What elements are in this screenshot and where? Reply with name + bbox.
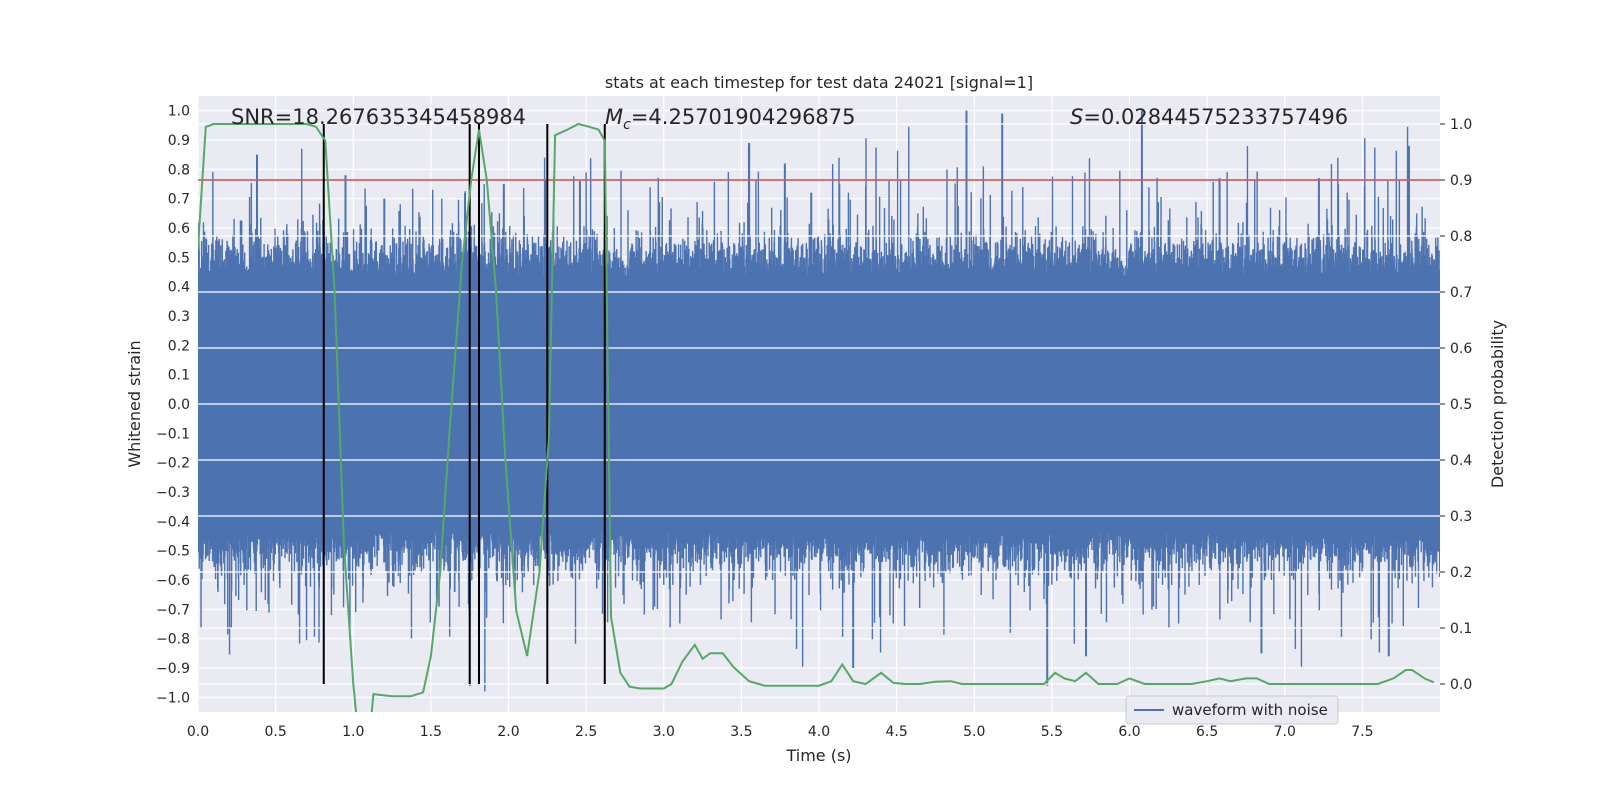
y-tick-label: 0.7 [168,192,190,208]
y-tick-label: −0.8 [156,632,190,648]
y-tick-label: 0.0 [168,397,190,413]
y-tick-label: 0.9 [168,133,190,149]
y-tick-label: −1.0 [156,690,190,706]
y-tick-label: −0.6 [156,573,190,589]
legend: waveform with noise [1125,695,1339,725]
probability-series [198,122,1440,712]
x-tick-label: 3.0 [653,724,675,740]
chart-title: stats at each timestep for test data 240… [605,73,1033,92]
y-tick-label: −0.7 [156,602,190,618]
y2-tick-label: 0.5 [1450,397,1472,413]
x-tick-label: 1.5 [420,724,442,740]
x-tick-label: 0.0 [187,724,209,740]
y-tick-label: 0.4 [168,280,190,296]
y2-tick-label: 1.0 [1450,117,1472,133]
chirp-mass-symbol: M [605,105,623,129]
chirp-mass-annotation: Mc=4.25701904296875 [605,105,856,133]
y-tick-label: −0.9 [156,661,190,677]
probability-line [198,122,1435,712]
legend-box [1125,695,1339,725]
y2-tick-label: 0.7 [1450,285,1472,301]
y-tick-label: −0.1 [156,426,190,442]
s-symbol: S [1070,105,1083,129]
y2-axis-label: Detection probability [1488,320,1507,488]
legend-label: waveform with noise [1172,701,1328,719]
s-value: =0.02844575233757496 [1083,105,1348,129]
x-tick-label: 7.5 [1351,724,1373,740]
y-tick-label: −0.5 [156,544,190,560]
y-tick-label: 0.5 [168,250,190,266]
y-tick-label: 0.1 [168,368,190,384]
y-tick-label: 0.3 [168,309,190,325]
y2-tick-label: 0.2 [1450,565,1472,581]
x-tick-label: 6.0 [1118,724,1140,740]
chirp-mass-subscript: c [623,117,631,133]
y2-tick-label: 0.3 [1450,509,1472,525]
x-tick-label: 0.5 [264,724,286,740]
y2-tick-label: 0.9 [1450,173,1472,189]
y-tick-label: 0.8 [168,162,190,178]
waveform-series [198,110,1440,692]
y-tick-label: 0.2 [168,338,190,354]
x-tick-label: 4.5 [885,724,907,740]
y2-tick-label: 0.8 [1450,229,1472,245]
y-tick-label: −0.4 [156,514,190,530]
x-tick-label: 5.0 [963,724,985,740]
y-axis-label: Whitened strain [125,340,144,467]
x-tick-label: 7.0 [1274,724,1296,740]
y-tick-label: 1.0 [168,104,190,120]
y2-tick-label: 0.4 [1450,453,1472,469]
x-tick-label: 6.5 [1196,724,1218,740]
y2-tick-label: 0.6 [1450,341,1472,357]
x-tick-label: 2.5 [575,724,597,740]
x-tick-label: 2.0 [497,724,519,740]
x-tick-label: 4.0 [808,724,830,740]
x-axis-label: Time (s) [785,746,851,765]
x-tick-label: 5.5 [1041,724,1063,740]
y-tick-label: −0.3 [156,485,190,501]
y-tick-label: 0.6 [168,221,190,237]
x-tick-label: 1.0 [342,724,364,740]
axis-ticks: 0.0 0.5 1.0 1.5 2.0 2.5 3.0 3.5 4.0 4.5 5.0 5.5 6.0 6… [156,104,1472,740]
y2-tick-label: 0.1 [1450,621,1472,637]
chirp-mass-value: =4.25701904296875 [631,105,856,129]
x-tick-label: 3.5 [730,724,752,740]
y-tick-label: −0.2 [156,456,190,472]
y2-tick-label: 0.0 [1450,677,1472,693]
s-annotation: S=0.02844575233757496 [1070,105,1348,129]
snr-annotation: SNR=18.267635345458984 [231,105,526,129]
